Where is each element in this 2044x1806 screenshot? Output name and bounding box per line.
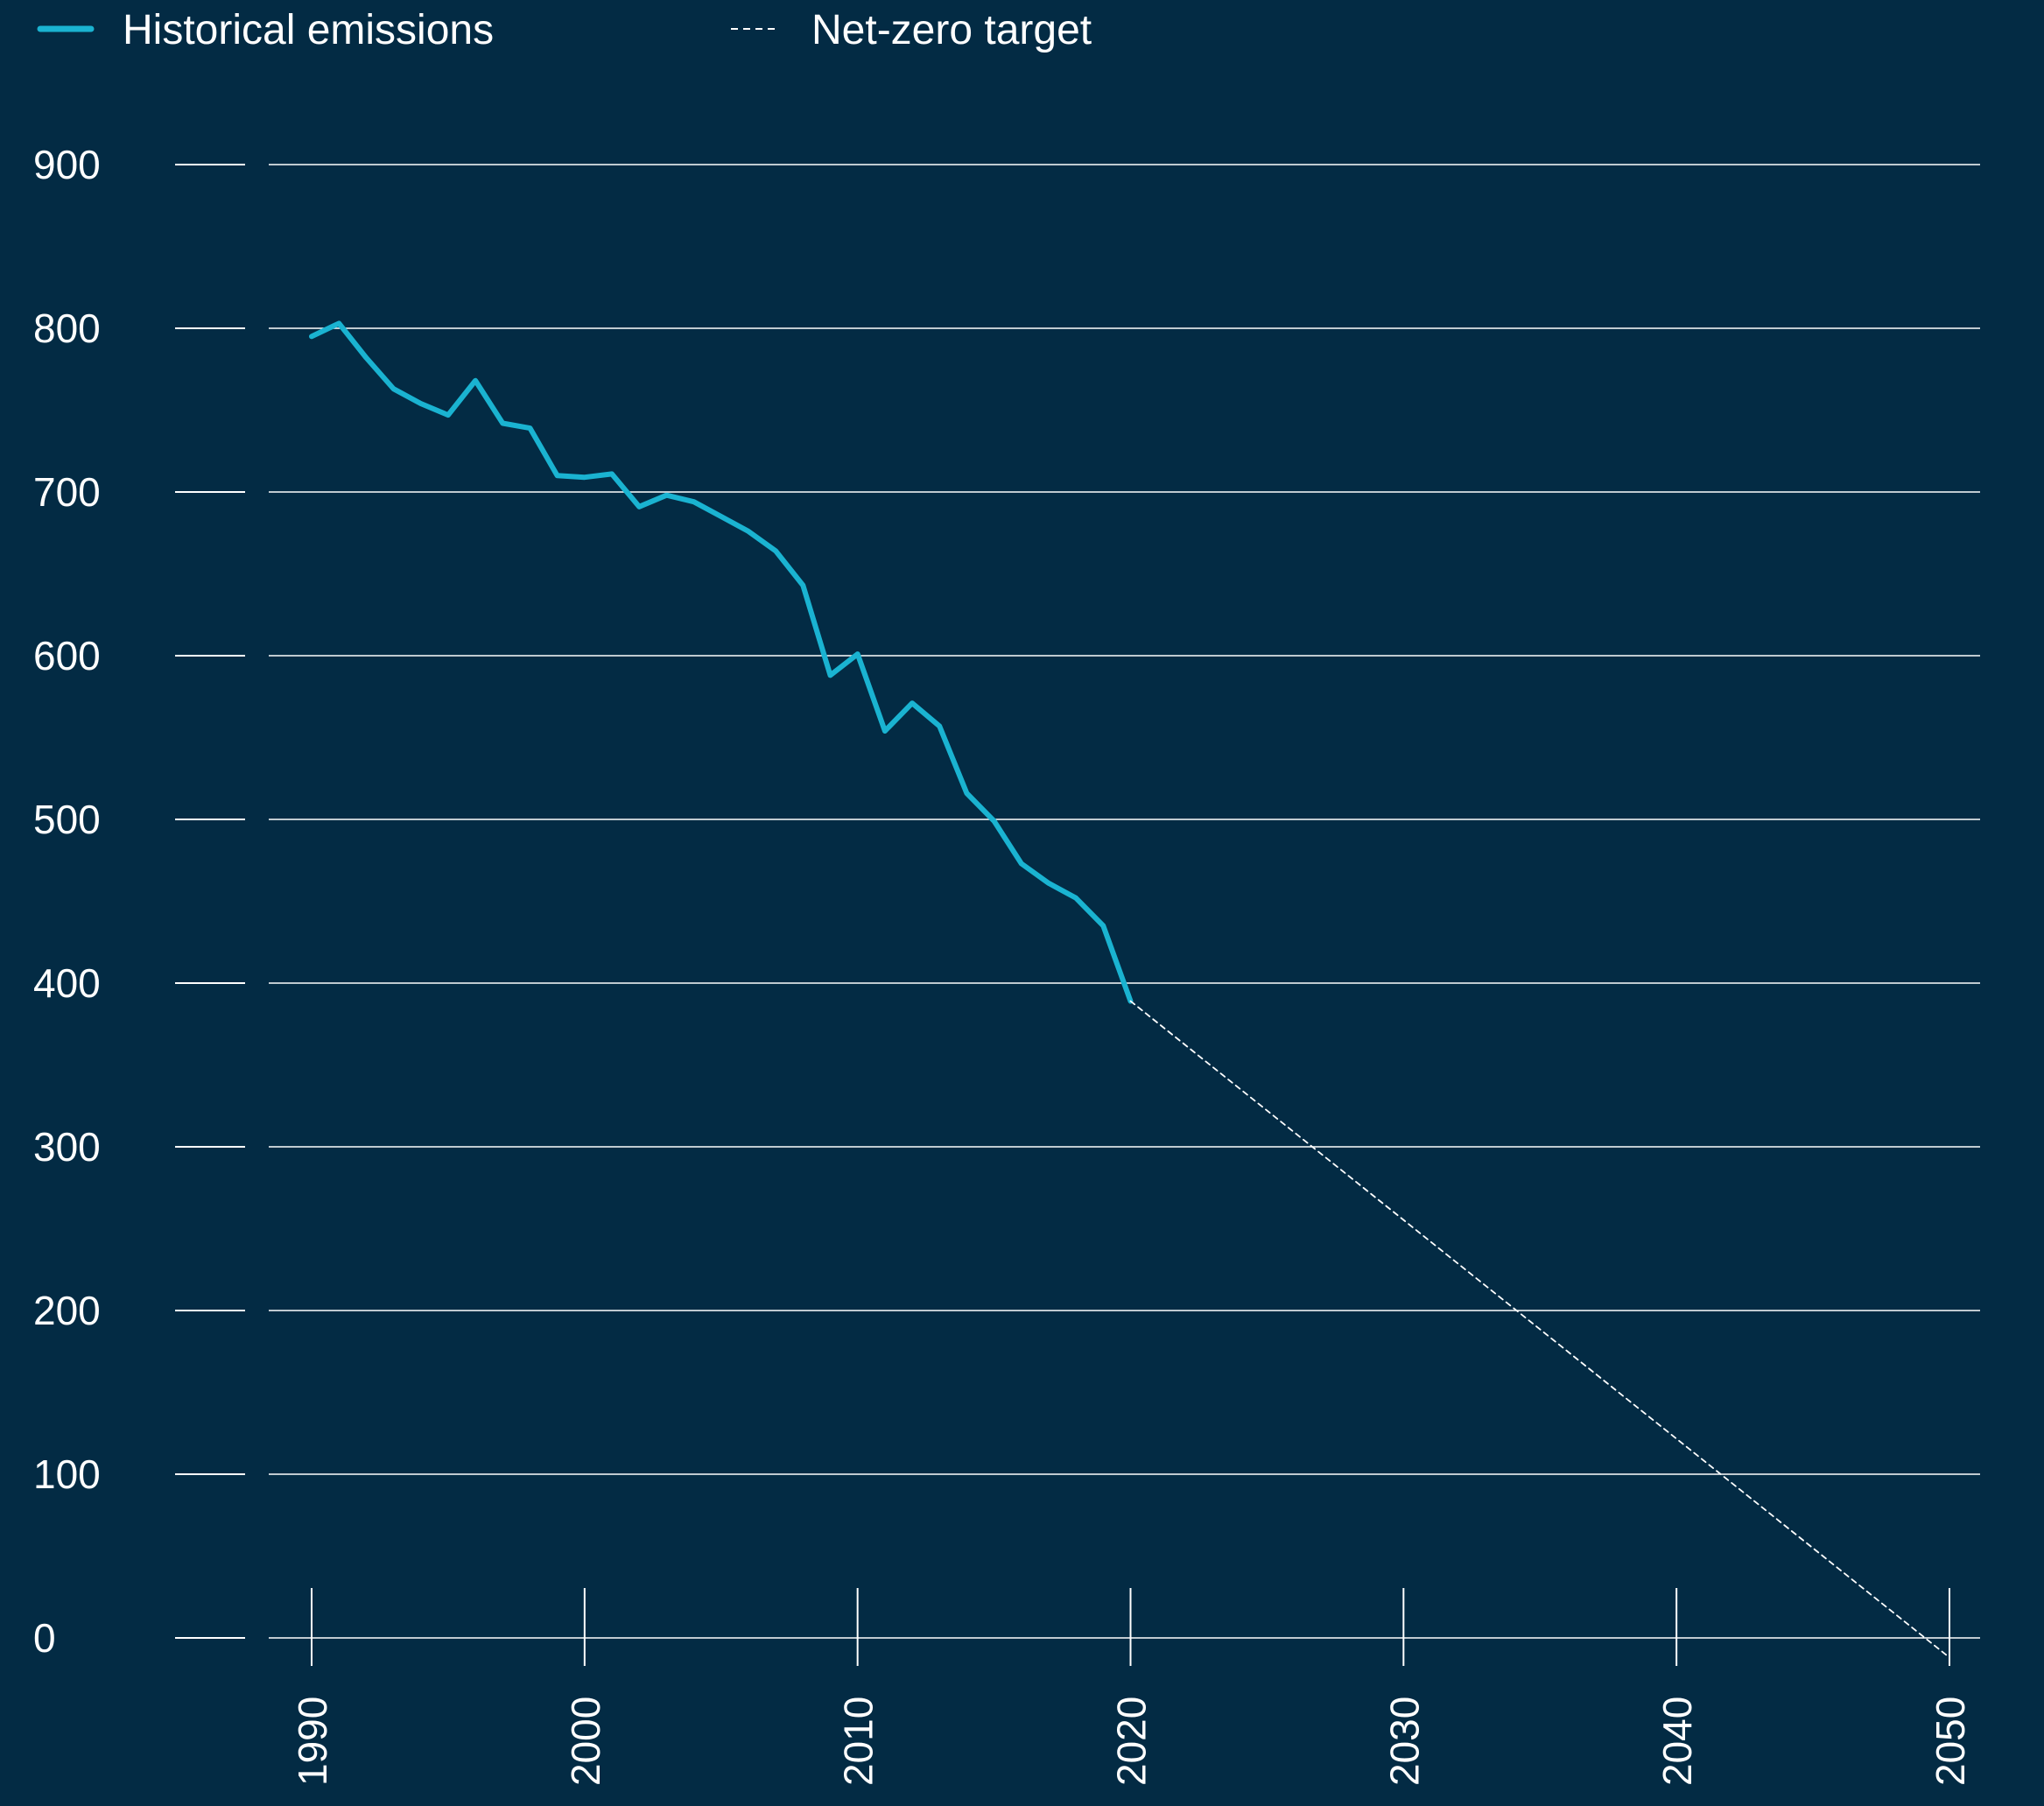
series-line-net-zero-target: [1129, 1000, 1950, 1659]
y-tick-label-100: 100: [33, 1451, 101, 1497]
y-tick-label-500: 500: [33, 797, 101, 842]
y-axis: 0 100 200 300 400 500 600 700 800 900: [33, 142, 245, 1661]
grid-lines: [269, 164, 1980, 1639]
y-tick-label-600: 600: [33, 633, 101, 678]
legend-label-target: Net-zero target: [811, 7, 1092, 53]
y-tick-label-800: 800: [33, 306, 101, 351]
y-tick-label-0: 0: [33, 1615, 56, 1661]
legend: Historical emissions Net-zero target: [37, 7, 1092, 53]
y-tick-label-200: 200: [33, 1288, 101, 1333]
y-tick-label-900: 900: [33, 142, 101, 187]
y-tick-label-300: 300: [33, 1124, 101, 1170]
x-tick-label-2010: 2010: [836, 1697, 882, 1786]
series-lines: [309, 320, 1950, 1659]
y-tick-label-400: 400: [33, 960, 101, 1006]
legend-label-historical: Historical emissions: [123, 7, 494, 53]
x-tick-label-2000: 2000: [563, 1697, 608, 1786]
x-tick-label-2040: 2040: [1654, 1697, 1700, 1786]
x-tick-label-2050: 2050: [1928, 1697, 1973, 1786]
x-tick-label-2020: 2020: [1109, 1697, 1155, 1786]
x-tick-label-2030: 2030: [1381, 1697, 1427, 1786]
x-axis: 1990 2000 2010 2020 2030 2040 2050: [290, 1588, 1973, 1786]
x-tick-label-1990: 1990: [290, 1697, 335, 1786]
y-tick-label-700: 700: [33, 469, 101, 515]
series-line-historical-emissions: [309, 320, 1134, 1004]
